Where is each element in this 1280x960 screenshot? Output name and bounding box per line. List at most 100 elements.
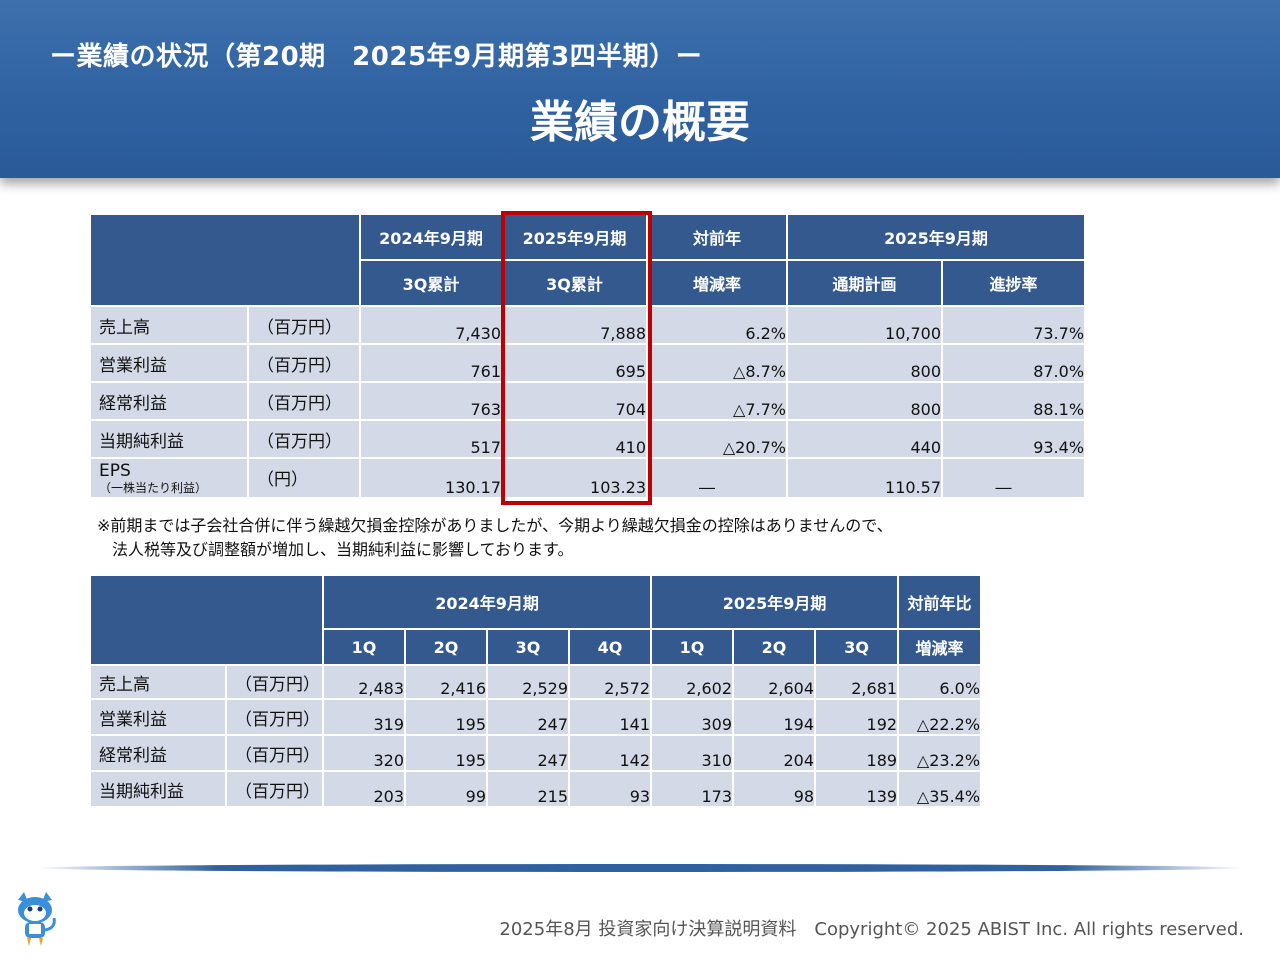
cell: 130.17 <box>359 457 503 499</box>
cell: △23.2% <box>897 734 983 772</box>
row-label: 営業利益 <box>89 698 227 736</box>
row-label: 経常利益 <box>89 381 249 421</box>
title-banner: ー業績の状況（第20期 2025年9月期第3四半期）ー 業績の概要 <box>0 0 1280 178</box>
cell: 319 <box>322 698 406 736</box>
row-unit: （百万円） <box>225 664 324 700</box>
cell: 309 <box>650 698 735 736</box>
col-sub-3q-2025: 3Q累計 <box>501 259 648 307</box>
page-subtitle: ー業績の状況（第20期 2025年9月期第3四半期）ー <box>50 42 703 72</box>
cell: 194 <box>732 698 817 736</box>
cell: 2,572 <box>567 664 653 700</box>
row-unit: （百万円） <box>225 770 324 808</box>
row-unit: （百万円） <box>247 381 361 421</box>
row-label-eps: EPS （一株当たり利益） <box>89 457 249 499</box>
cell: 99 <box>404 770 488 808</box>
col-head-yoy: 対前年比 <box>897 574 983 630</box>
eps-sublabel: （一株当たり利益） <box>99 481 208 495</box>
row-label: 経常利益 <box>89 734 227 772</box>
table-row: 経常利益 （百万円） 763 704 △7.7% 800 88.1% <box>89 381 1087 421</box>
note-line-1: ※前期までは子会社合併に伴う繰越欠損金控除がありましたが、今期より繰越欠損金の控… <box>97 516 893 535</box>
cell: 410 <box>501 419 648 459</box>
highlight-box <box>501 211 652 505</box>
cell: 195 <box>404 734 488 772</box>
col-sub-change-rate: 増減率 <box>646 259 788 307</box>
page-title: 業績の概要 <box>530 97 750 148</box>
col-q4-2024: 4Q <box>567 628 653 666</box>
cell: 7,430 <box>359 305 503 345</box>
col-q2-2024: 2Q <box>404 628 488 666</box>
cell: 310 <box>650 734 735 772</box>
cell: ― <box>940 457 1087 499</box>
table-row: 当期純利益 （百万円） 203 99 215 93 173 98 139 △35… <box>89 770 983 808</box>
table-row: 売上高 （百万円） 2,483 2,416 2,529 2,572 2,602 … <box>89 664 983 700</box>
footer-copyright: 2025年8月 投資家向け決算説明資料 Copyright© 2025 ABIS… <box>499 919 1244 940</box>
cell: ― <box>646 457 788 499</box>
row-unit: （百万円） <box>225 698 324 736</box>
col-head-yoy: 対前年 <box>646 213 788 261</box>
table-row: 営業利益 （百万円） 761 695 △8.7% 800 87.0% <box>89 343 1087 383</box>
cell: 204 <box>732 734 817 772</box>
cell: 2,602 <box>650 664 735 700</box>
cell: 761 <box>359 343 503 383</box>
cell: 110.57 <box>786 457 943 499</box>
cell: 88.1% <box>940 381 1087 421</box>
table-row: 経常利益 （百万円） 320 195 247 142 310 204 189 △… <box>89 734 983 772</box>
row-unit: （円） <box>247 457 361 499</box>
cell: 10,700 <box>786 305 943 345</box>
cell: △35.4% <box>897 770 983 808</box>
row-label: 売上高 <box>89 305 249 345</box>
row-label: 当期純利益 <box>89 419 249 459</box>
cell: 141 <box>567 698 653 736</box>
cell: 98 <box>732 770 817 808</box>
cell: 173 <box>650 770 735 808</box>
cell: △20.7% <box>646 419 788 459</box>
cell: 192 <box>814 698 900 736</box>
col-head-fy2025: 2025年9月期 <box>650 574 900 630</box>
cell: 517 <box>359 419 503 459</box>
note-line-2: 法人税等及び調整額が増加し、当期純利益に影響しております。 <box>112 540 574 559</box>
row-label: 当期純利益 <box>89 770 227 808</box>
row-label: 売上高 <box>89 664 227 700</box>
col-head-fy2025: 2025年9月期 <box>501 213 648 261</box>
cell: 2,416 <box>404 664 488 700</box>
header-blank <box>89 213 361 307</box>
col-q2-2025: 2Q <box>732 628 817 666</box>
table-row: EPS （一株当たり利益） （円） 130.17 103.23 ― 110.57… <box>89 457 1087 499</box>
row-label: 営業利益 <box>89 343 249 383</box>
col-sub-3q-2024: 3Q累計 <box>359 259 503 307</box>
cell: △7.7% <box>646 381 788 421</box>
row-unit: （百万円） <box>247 305 361 345</box>
cell: 695 <box>501 343 648 383</box>
col-change-rate: 増減率 <box>897 628 983 666</box>
cell: 440 <box>786 419 943 459</box>
cell: 6.0% <box>897 664 983 700</box>
col-q3-2025: 3Q <box>814 628 900 666</box>
col-q3-2024: 3Q <box>486 628 570 666</box>
cell: 215 <box>486 770 570 808</box>
table-row: 営業利益 （百万円） 319 195 247 141 309 194 192 △… <box>89 698 983 736</box>
cell: 320 <box>322 734 406 772</box>
cumulative-results-table: 2024年9月期 2025年9月期 対前年 2025年9月期 3Q累計 3Q累計… <box>89 213 1087 499</box>
cell: 93.4% <box>940 419 1087 459</box>
cell: 247 <box>486 734 570 772</box>
header-blank <box>89 574 324 666</box>
table-row: 売上高 （百万円） 7,430 7,888 6.2% 10,700 73.7% <box>89 305 1087 345</box>
col-q1-2025: 1Q <box>650 628 735 666</box>
row-unit: （百万円） <box>247 419 361 459</box>
cell: 2,681 <box>814 664 900 700</box>
col-head-fy2025-plan: 2025年9月期 <box>785 213 1087 261</box>
cell: 139 <box>814 770 900 808</box>
cell: 2,604 <box>732 664 817 700</box>
cat-mascot-icon <box>18 892 56 946</box>
cell: 73.7% <box>940 305 1087 345</box>
row-unit: （百万円） <box>247 343 361 383</box>
col-sub-full-year-plan: 通期計画 <box>786 259 943 307</box>
row-unit: （百万円） <box>225 734 324 772</box>
cell: 189 <box>814 734 900 772</box>
cell: 203 <box>322 770 406 808</box>
cell: 800 <box>786 381 943 421</box>
col-head-fy2024: 2024年9月期 <box>359 213 503 261</box>
cell: 103.23 <box>501 457 648 499</box>
cell: 2,529 <box>486 664 570 700</box>
cell: 2,483 <box>322 664 406 700</box>
